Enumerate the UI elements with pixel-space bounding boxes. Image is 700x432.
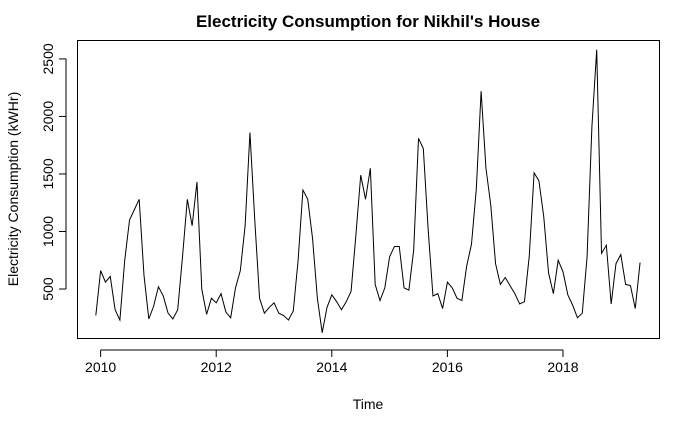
plot-area-frame <box>77 40 660 339</box>
consumption-series-line <box>95 49 641 333</box>
y-tick-label: 1000 <box>40 216 56 247</box>
y-tick-label: 1500 <box>40 158 56 189</box>
y-tick-label: 2000 <box>40 101 56 132</box>
y-tick-label: 2500 <box>40 43 56 74</box>
x-tick-label: 2010 <box>85 359 116 375</box>
y-tick-label: 500 <box>40 277 56 301</box>
x-tick-label: 2012 <box>201 359 232 375</box>
x-tick-label: 2014 <box>316 359 347 375</box>
y-axis-label: Electricity Consumption (kWHr) <box>5 92 21 286</box>
x-axis: 2010 2012 2014 2016 2018 <box>85 349 579 375</box>
y-axis: 500 1000 1500 2000 2500 <box>40 43 67 301</box>
x-tick-label: 2018 <box>547 359 578 375</box>
x-tick-label: 2016 <box>432 359 463 375</box>
x-axis-label: Time <box>353 396 384 412</box>
chart-title: Electricity Consumption for Nikhil's Hou… <box>196 12 540 31</box>
